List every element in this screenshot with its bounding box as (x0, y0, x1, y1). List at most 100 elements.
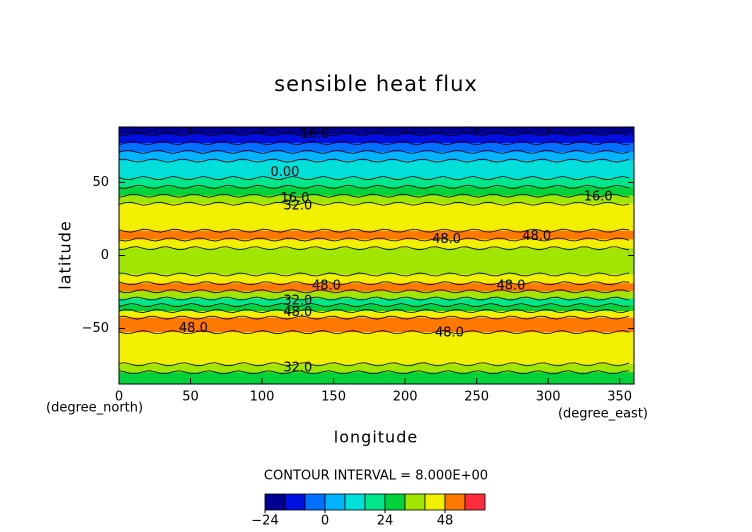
flux-band (119, 364, 634, 373)
colorbar-box (364, 493, 386, 511)
contour-label: 32.0 (283, 360, 312, 375)
flux-band (119, 265, 634, 275)
contour-label: 48.0 (522, 229, 551, 244)
contour-label: 16.0 (280, 191, 309, 206)
contour-line (118, 362, 630, 367)
contour-label: 0.00 (270, 165, 299, 180)
flux-band (119, 283, 634, 292)
flux-band (119, 239, 634, 249)
contour-line (118, 281, 630, 286)
colorbar-box (284, 493, 306, 511)
colorbar-tick-label: −24 (251, 514, 278, 529)
contour-line (118, 246, 630, 251)
flux-band (119, 324, 634, 333)
contour-label: 16.0 (584, 190, 613, 205)
x-unit-label: (degree_east) (558, 407, 648, 422)
contour-line (118, 158, 630, 163)
x-tick-label: 150 (321, 390, 346, 405)
y-tick-label: 50 (92, 175, 109, 190)
contour-label: 32.0 (283, 293, 312, 308)
contour-line (118, 237, 630, 242)
contour-line (118, 296, 630, 301)
flux-band (119, 305, 634, 312)
y-axis-title: latitude (56, 220, 75, 289)
x-tick-label: 200 (393, 390, 418, 405)
contour-line (118, 228, 630, 233)
flux-band (119, 379, 634, 385)
flux-band (119, 178, 634, 188)
flux-band (119, 195, 634, 205)
x-tick-label: 50 (182, 390, 199, 405)
contour-line (118, 370, 630, 375)
flux-band (119, 169, 634, 179)
contour-line (118, 272, 630, 277)
colorbar-box (264, 493, 286, 511)
colorbar-box (464, 493, 486, 511)
flux-band (119, 274, 634, 284)
colorbar-box (344, 493, 366, 511)
contour-line (118, 193, 630, 198)
colorbar-box (304, 493, 326, 511)
contour-label: 48.0 (435, 325, 464, 340)
contour-label: 48.0 (179, 321, 208, 336)
contour-label: 48.0 (432, 232, 461, 247)
x-tick-label: 100 (250, 390, 275, 405)
colorbar-box (444, 493, 466, 511)
colorbar-box (404, 493, 426, 511)
flux-band (119, 347, 634, 357)
flux-band (119, 298, 634, 306)
x-tick-label: 250 (464, 390, 489, 405)
y-tick-label: −50 (82, 321, 109, 336)
flux-band (119, 291, 634, 300)
contour-label: 48.0 (496, 279, 525, 294)
flux-band (119, 372, 634, 381)
x-tick-label: 0 (115, 390, 123, 405)
x-tick-label: 350 (607, 390, 632, 405)
flux-band (119, 127, 634, 135)
contour-label: 32.0 (283, 198, 312, 213)
contour-label: 48.0 (312, 279, 341, 294)
chart-title: sensible heat flux (274, 72, 478, 96)
flux-band (119, 248, 634, 258)
colorbar-tick-label: 0 (321, 514, 329, 529)
contour-line (118, 176, 630, 180)
flux-band (119, 186, 634, 197)
flux-band (119, 256, 634, 267)
contour-line (118, 289, 630, 294)
contour-interval: CONTOUR INTERVAL = 8.000E+00 (264, 469, 488, 484)
contour-label: 48.0 (283, 305, 312, 320)
contour-label: 16.0 (301, 127, 330, 142)
flux-band (119, 339, 634, 348)
contour-line (118, 315, 630, 320)
colorbar-box (324, 493, 346, 511)
flux-band (119, 134, 634, 144)
flux-band (119, 151, 634, 162)
contour-line (118, 184, 630, 189)
contour-line (118, 132, 630, 137)
colorbar-box (424, 493, 446, 511)
flux-band (119, 221, 634, 232)
flux-band (119, 317, 634, 326)
flux-band (119, 203, 634, 213)
flux-band (119, 212, 634, 223)
colorbar-tick-label: 24 (377, 514, 394, 529)
contour-line (118, 201, 630, 206)
flux-band (119, 230, 634, 240)
flux-band (119, 143, 634, 153)
flux-band (119, 332, 634, 340)
contour-line (118, 330, 630, 335)
contour-line (118, 309, 630, 313)
x-tick-label: 300 (536, 390, 561, 405)
y-tick-label: 0 (101, 248, 109, 263)
colorbar-box (384, 493, 406, 511)
flux-band (119, 160, 634, 170)
x-axis-title: longitude (334, 428, 418, 447)
contour-line (118, 141, 630, 146)
flux-band (119, 310, 634, 319)
contour-line (118, 303, 630, 308)
colorbar-tick-label: 48 (437, 514, 454, 529)
contour-line (118, 149, 630, 154)
y-unit-label: (degree_north) (46, 401, 143, 416)
flux-band (119, 356, 634, 365)
